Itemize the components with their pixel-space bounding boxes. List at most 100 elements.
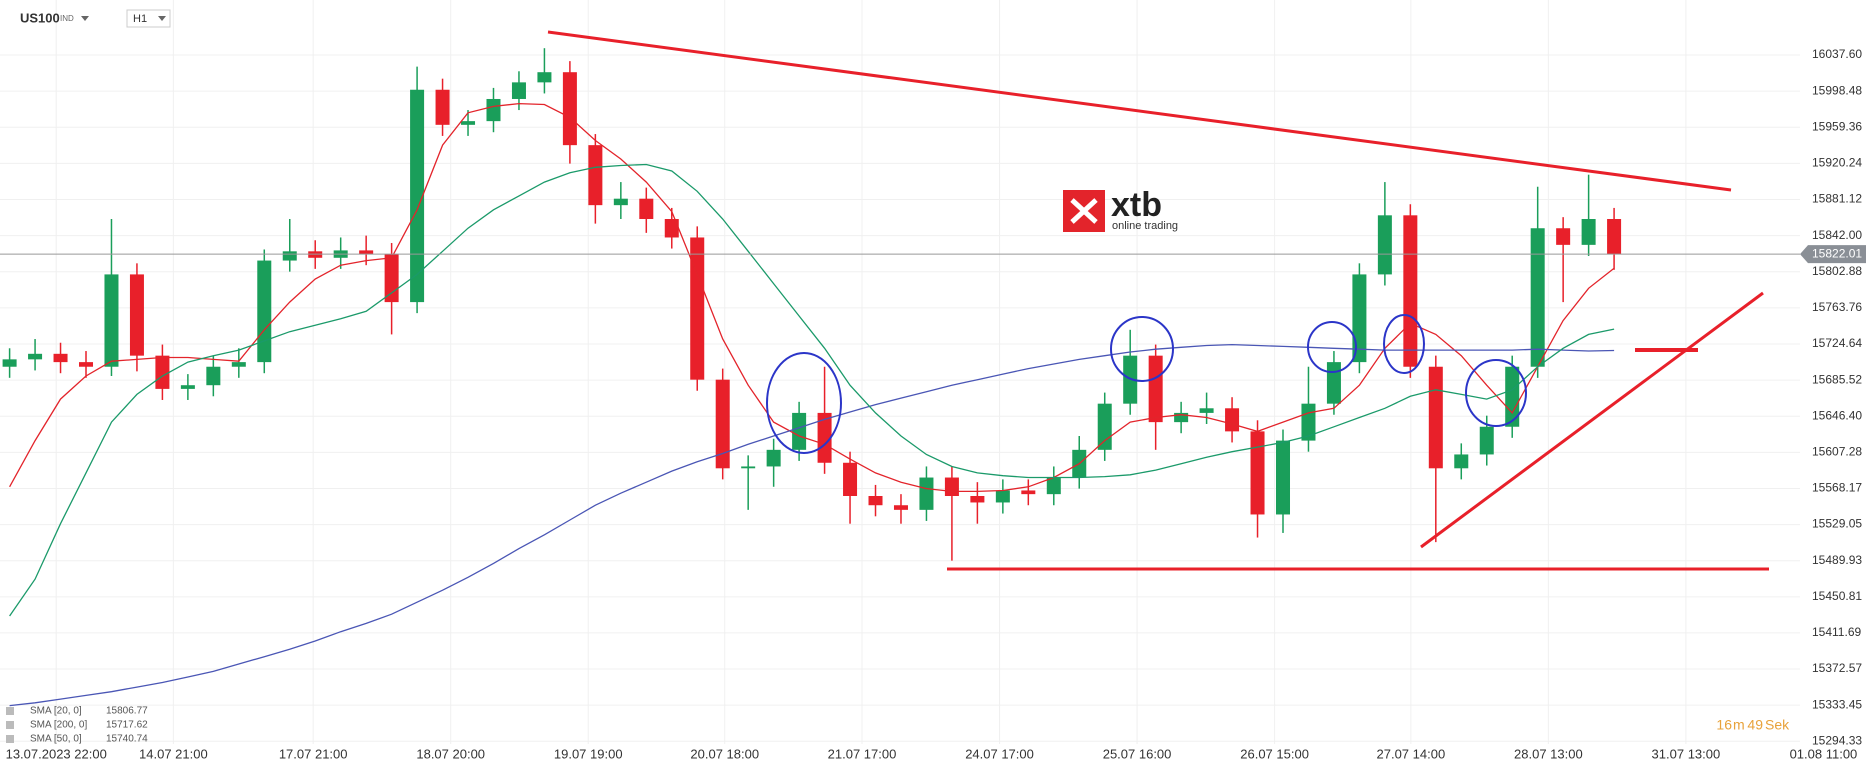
candle-body (1301, 403, 1316, 441)
candle-body (639, 198, 654, 220)
candle-body (1174, 412, 1189, 423)
logo-tagline: online trading (1112, 220, 1178, 232)
y-tick-label: 15489.93 (1812, 553, 1862, 567)
rising-line (1420, 291, 1764, 549)
symbol[interactable]: US100 (20, 10, 60, 25)
legend: SMA [20, 0] 15806.77 SMA [200, 0] 15717.62 S… (6, 706, 148, 745)
candle-body (1581, 219, 1596, 245)
candle-body (435, 89, 450, 125)
x-tick-label: 17.07 21:00 (279, 746, 348, 761)
x-tick-label: 01.08 11:00 (1790, 746, 1858, 761)
current-price-label: 15822.01 (1812, 246, 1862, 260)
y-tick-label: 15333.45 (1812, 697, 1862, 711)
logo-x (1070, 198, 1098, 224)
candle-body (1556, 228, 1571, 245)
y-tick-label: 15802.88 (1812, 264, 1862, 278)
y-tick-label: 15450.81 (1812, 589, 1862, 603)
legend-icon (6, 735, 14, 743)
dropdown-arrow[interactable] (81, 16, 89, 21)
legend-icon (6, 707, 14, 715)
logo-brand: xtb (1111, 186, 1162, 224)
candle-body (690, 237, 705, 380)
candle-body (155, 355, 170, 389)
timer: 16 m 49 Sek (1716, 717, 1790, 733)
y-tick-label: 15763.76 (1812, 300, 1862, 314)
candle-body (664, 219, 679, 238)
candle-body (766, 449, 781, 467)
legend-icon (6, 721, 14, 729)
candle-body (1275, 440, 1291, 515)
toolbar[interactable]: US100 IND H1 (20, 9, 171, 28)
candle-body (461, 121, 476, 125)
candle-body (359, 250, 374, 255)
legend-value: 15740.74 (106, 734, 148, 745)
x-tick-label: 14.07 21:00 (139, 746, 208, 761)
timer-minutes: 16 (1716, 717, 1732, 733)
x-tick-label: 31.07 13:00 (1652, 746, 1721, 761)
legend-name: SMA [20, 0] (30, 706, 82, 717)
legend-name: SMA [200, 0] (30, 720, 87, 731)
circle-mark (1465, 359, 1527, 427)
x-tick-label: 27.07 14:00 (1377, 746, 1446, 761)
y-tick-label: 16037.60 (1812, 47, 1862, 61)
legend-name: SMA [50, 0] (30, 734, 82, 745)
timeframe-box[interactable] (126, 9, 171, 28)
y-tick-label: 15959.36 (1812, 119, 1862, 133)
candle-body (1199, 408, 1214, 413)
circle-mark (1307, 321, 1357, 373)
y-tick-label: 15607.28 (1812, 445, 1862, 459)
trend-line (547, 30, 1732, 192)
candle-body (129, 274, 144, 356)
candle-body (1403, 215, 1418, 367)
annotations (547, 30, 1769, 571)
candle-body (613, 198, 628, 206)
candle-body (995, 490, 1010, 503)
candle-body (588, 145, 603, 206)
candle-body (1021, 490, 1036, 495)
candle-body (53, 353, 68, 363)
candle-body (104, 274, 119, 367)
y-tick-label: 15646.40 (1812, 408, 1862, 422)
x-tick-label: 28.07 13:00 (1514, 746, 1583, 761)
candle-body (2, 359, 17, 367)
candle-body (486, 98, 501, 122)
y-tick-label: 15842.00 (1812, 228, 1862, 242)
y-tick-label: 15294.33 (1812, 733, 1862, 747)
candle-body (384, 254, 399, 303)
circle-mark (1110, 316, 1174, 382)
candle-body (562, 72, 577, 146)
x-tick-label: 25.07 16:00 (1103, 746, 1172, 761)
candle-body (1225, 408, 1240, 432)
candle-body (1530, 228, 1545, 367)
candle-body (1479, 426, 1494, 455)
candle-body (1454, 454, 1469, 469)
circle-mark (766, 352, 842, 454)
circle-mark (1383, 314, 1425, 374)
y-tick-label: 15372.57 (1812, 661, 1862, 675)
candle-body (868, 496, 883, 506)
y-tick-label: 15920.24 (1812, 156, 1862, 170)
timeframe[interactable]: H1 (133, 13, 147, 25)
candle-body (843, 462, 858, 496)
market: IND (60, 14, 74, 23)
sma-line (9, 102, 1615, 493)
current-price-box (1800, 245, 1866, 264)
timer-unit: m (1733, 717, 1745, 733)
x-tick-label: 21.07 17:00 (828, 746, 897, 761)
candle-body (944, 477, 959, 496)
y-tick-label: 15881.12 (1812, 192, 1862, 206)
x-tick-label: 18.07 20:00 (416, 746, 485, 761)
grid (0, 0, 1800, 744)
candle-body (1097, 403, 1112, 450)
logo: xtb online trading (1063, 186, 1178, 232)
candle-body (206, 366, 221, 386)
candle-body (1326, 362, 1341, 404)
candle-body (257, 260, 272, 363)
y-tick-label: 15411.69 (1812, 625, 1861, 639)
candle-body (410, 89, 425, 303)
x-tick-label: 19.07 19:00 (554, 746, 623, 761)
timer-seconds: 49 (1747, 717, 1763, 733)
y-tick-label: 15529.05 (1812, 517, 1862, 531)
dropdown-arrow[interactable] (158, 16, 166, 21)
